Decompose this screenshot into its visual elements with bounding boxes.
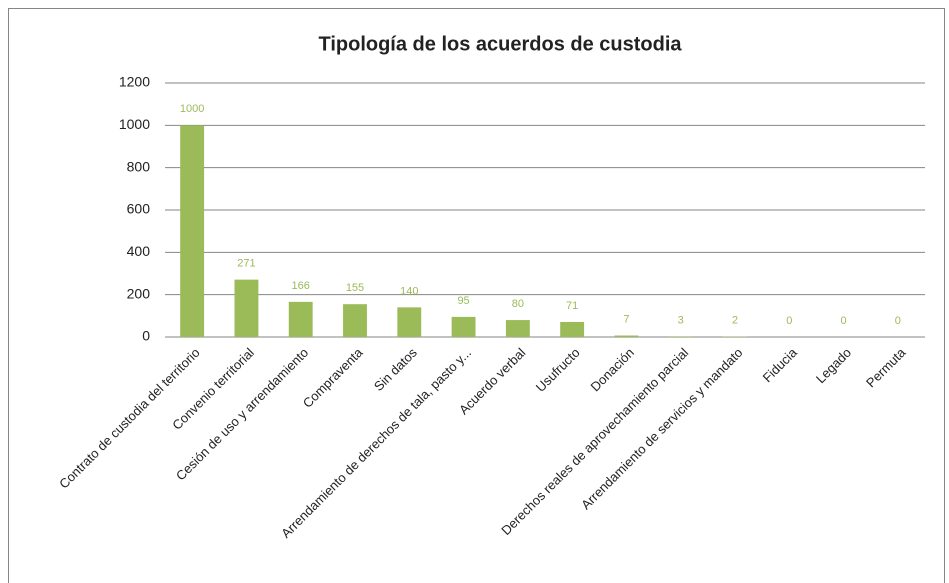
y-tick-label: 1200 <box>119 74 150 90</box>
bar <box>668 336 693 337</box>
value-label: 166 <box>292 280 310 292</box>
value-label: 2 <box>732 314 738 326</box>
value-label: 155 <box>346 282 364 294</box>
value-label: 80 <box>512 298 524 310</box>
value-label: 1000 <box>180 103 204 115</box>
bar <box>614 335 639 337</box>
value-label: 0 <box>841 315 847 327</box>
value-label: 0 <box>786 315 792 327</box>
y-tick-label: 0 <box>142 328 150 344</box>
bar <box>234 279 259 337</box>
y-tick-label: 600 <box>127 201 151 217</box>
bar <box>505 320 530 337</box>
y-tick-label: 800 <box>127 158 151 174</box>
value-label: 140 <box>400 285 418 297</box>
bar <box>451 316 476 337</box>
y-tick-label: 400 <box>127 243 151 259</box>
value-label: 3 <box>678 314 684 326</box>
value-label: 7 <box>623 313 629 325</box>
bar <box>180 125 205 337</box>
value-label: 95 <box>457 295 469 307</box>
bar <box>397 307 422 337</box>
y-tick-label: 200 <box>127 285 151 301</box>
value-label: 71 <box>566 300 578 312</box>
bar <box>343 304 367 337</box>
bar <box>560 321 585 337</box>
chart-title: Tipología de los acuerdos de custodia <box>318 33 682 55</box>
value-label: 0 <box>895 315 901 327</box>
y-tick-label: 1000 <box>119 116 150 132</box>
bar <box>288 301 313 337</box>
chart-frame <box>8 8 945 583</box>
value-label: 271 <box>237 258 255 270</box>
